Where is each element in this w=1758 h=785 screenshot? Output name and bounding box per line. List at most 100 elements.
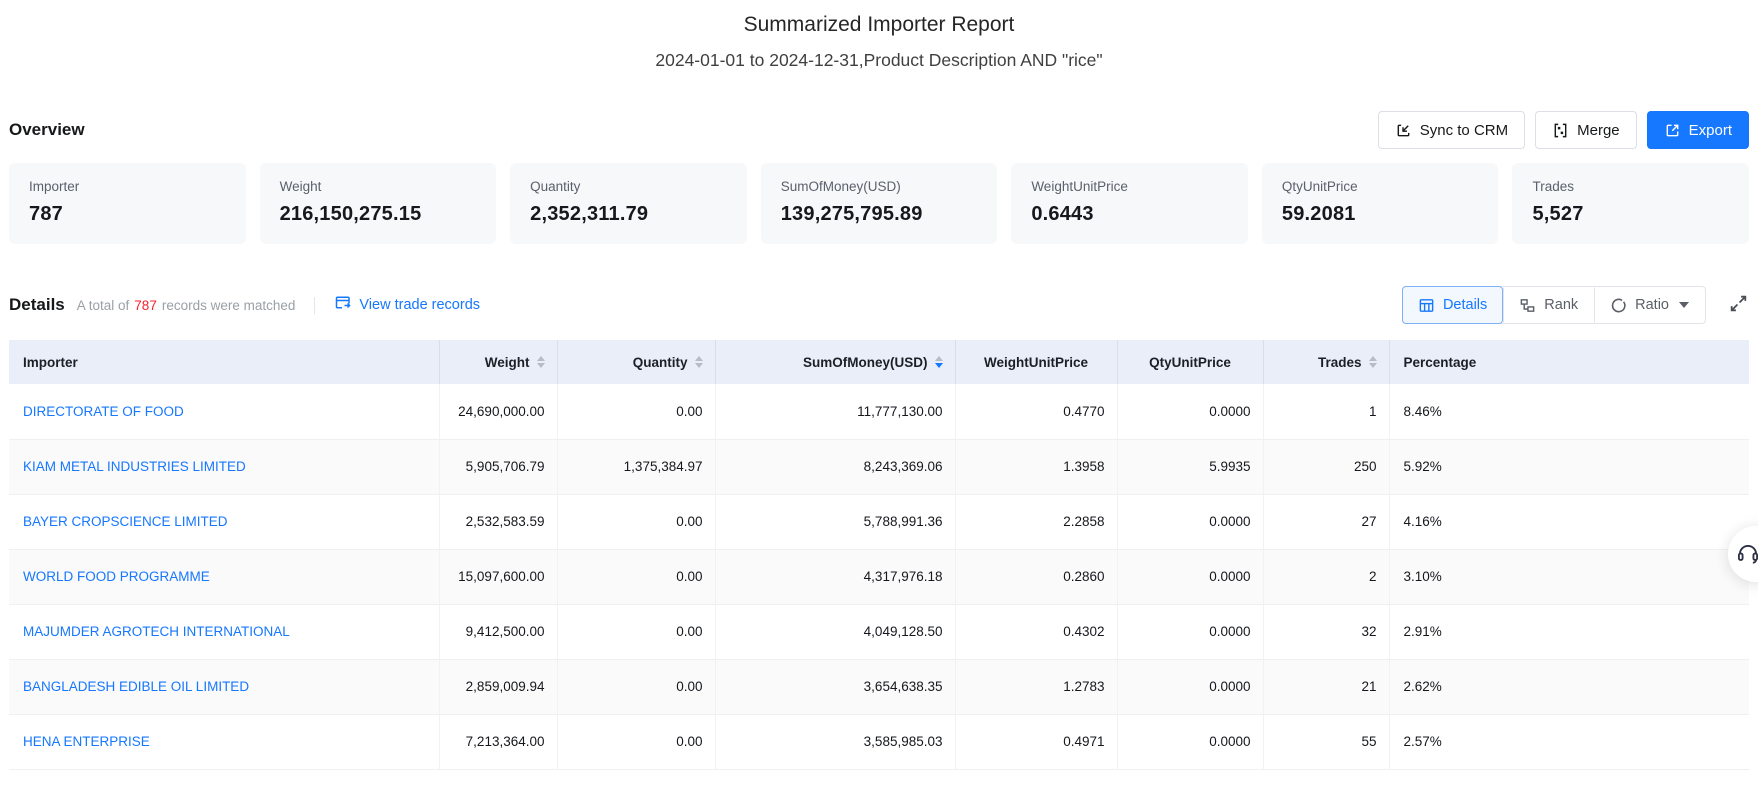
importer-cell: KIAM METAL INDUSTRIES LIMITED <box>9 439 439 494</box>
importer-link[interactable]: BANGLADESH EDIBLE OIL LIMITED <box>23 679 249 694</box>
view-trade-records-label: View trade records <box>359 297 480 313</box>
table-row: DIRECTORATE OF FOOD24,690,000.000.0011,7… <box>9 384 1749 439</box>
tab-rank[interactable]: Rank <box>1503 287 1594 323</box>
overview-toolbar: Overview Sync to CRM Merge Export <box>9 111 1749 149</box>
quantity-cell: 0.00 <box>557 604 715 659</box>
stat-card-value: 2,352,311.79 <box>530 203 727 226</box>
qty-unit-price-cell: 0.0000 <box>1117 714 1263 769</box>
column-header-importer: Importer <box>9 340 439 384</box>
column-label: QtyUnitPrice <box>1149 355 1231 370</box>
table-row: BANGLADESH EDIBLE OIL LIMITED2,859,009.9… <box>9 659 1749 714</box>
weight-cell: 2,532,583.59 <box>439 494 557 549</box>
sync-to-crm-button[interactable]: Sync to CRM <box>1378 111 1525 149</box>
sum-of-money-cell: 8,243,369.06 <box>715 439 955 494</box>
sum-of-money-cell: 3,654,638.35 <box>715 659 955 714</box>
export-icon <box>1664 122 1681 139</box>
stat-card-value: 787 <box>29 203 226 226</box>
table-header-row: Importer Weight Quantity SumOfMoney(USD) Wei… <box>9 340 1749 384</box>
importer-link[interactable]: KIAM METAL INDUSTRIES LIMITED <box>23 459 246 474</box>
tab-ratio[interactable]: Ratio <box>1594 287 1705 323</box>
column-label: WeightUnitPrice <box>984 355 1088 370</box>
sum-of-money-cell: 4,049,128.50 <box>715 604 955 659</box>
importer-link[interactable]: MAJUMDER AGROTECH INTERNATIONAL <box>23 624 290 639</box>
column-header-percentage: Percentage <box>1389 340 1749 384</box>
stat-card-label: Importer <box>29 179 226 194</box>
column-label: Weight <box>485 355 530 370</box>
trades-cell: 2 <box>1263 549 1389 604</box>
column-label: SumOfMoney(USD) <box>803 355 928 370</box>
sum-of-money-cell: 11,777,130.00 <box>715 384 955 439</box>
quantity-cell: 0.00 <box>557 659 715 714</box>
table-row: MAJUMDER AGROTECH INTERNATIONAL9,412,500… <box>9 604 1749 659</box>
trades-cell: 250 <box>1263 439 1389 494</box>
stat-card-value: 0.6443 <box>1031 203 1228 226</box>
importer-link[interactable]: WORLD FOOD PROGRAMME <box>23 569 210 584</box>
importer-cell: BAYER CROPSCIENCE LIMITED <box>9 494 439 549</box>
stat-card-label: SumOfMoney(USD) <box>781 179 978 194</box>
merge-icon <box>1552 122 1569 139</box>
trade-records-icon <box>334 294 352 316</box>
weight-cell: 7,213,364.00 <box>439 714 557 769</box>
export-button[interactable]: Export <box>1647 111 1749 149</box>
overview-heading: Overview <box>9 120 85 140</box>
headset-icon <box>1735 540 1758 569</box>
export-label: Export <box>1689 122 1732 139</box>
column-header-quantity[interactable]: Quantity <box>557 340 715 384</box>
stat-card-value: 139,275,795.89 <box>781 203 978 226</box>
percentage-cell: 3.10% <box>1389 549 1749 604</box>
sync-to-crm-label: Sync to CRM <box>1420 122 1508 139</box>
stat-card-label: Trades <box>1532 179 1729 194</box>
trades-cell: 21 <box>1263 659 1389 714</box>
column-header-weight[interactable]: Weight <box>439 340 557 384</box>
page-title: Summarized Importer Report <box>9 13 1749 37</box>
column-label: Importer <box>23 355 78 370</box>
weight-cell: 5,905,706.79 <box>439 439 557 494</box>
column-header-sumofmoney-usd[interactable]: SumOfMoney(USD) <box>715 340 955 384</box>
rank-icon <box>1519 297 1536 314</box>
importer-link[interactable]: DIRECTORATE OF FOOD <box>23 404 184 419</box>
tab-details-label: Details <box>1443 297 1487 313</box>
column-header-trades[interactable]: Trades <box>1263 340 1389 384</box>
details-toolbar-right: Details Rank Ratio <box>1402 286 1749 324</box>
importer-cell: MAJUMDER AGROTECH INTERNATIONAL <box>9 604 439 659</box>
page-subtitle: 2024-01-01 to 2024-12-31,Product Descrip… <box>9 50 1749 71</box>
sort-carets-icon <box>695 356 703 369</box>
stat-card-label: QtyUnitPrice <box>1282 179 1479 194</box>
sort-carets-icon <box>935 356 943 369</box>
percentage-cell: 4.16% <box>1389 494 1749 549</box>
qty-unit-price-cell: 0.0000 <box>1117 659 1263 714</box>
trades-cell: 27 <box>1263 494 1389 549</box>
table-row: WORLD FOOD PROGRAMME15,097,600.000.004,3… <box>9 549 1749 604</box>
stat-card-value: 5,527 <box>1532 203 1729 226</box>
importer-cell: WORLD FOOD PROGRAMME <box>9 549 439 604</box>
importer-link[interactable]: BAYER CROPSCIENCE LIMITED <box>23 514 228 529</box>
quantity-cell: 0.00 <box>557 384 715 439</box>
stat-card-value: 216,150,275.15 <box>280 203 477 226</box>
column-header-weightunitprice: WeightUnitPrice <box>955 340 1117 384</box>
fullscreen-button[interactable] <box>1728 293 1749 317</box>
sum-of-money-cell: 4,317,976.18 <box>715 549 955 604</box>
sync-icon <box>1395 122 1412 139</box>
records-matched-prefix: A total of <box>77 298 130 313</box>
quantity-cell: 1,375,384.97 <box>557 439 715 494</box>
vertical-divider <box>314 297 315 314</box>
stat-card-label: WeightUnitPrice <box>1031 179 1228 194</box>
qty-unit-price-cell: 0.0000 <box>1117 549 1263 604</box>
weight-unit-price-cell: 1.2783 <box>955 659 1117 714</box>
view-trade-records-link[interactable]: View trade records <box>334 294 480 316</box>
weight-unit-price-cell: 2.2858 <box>955 494 1117 549</box>
fullscreen-expand-icon <box>1728 293 1749 317</box>
tab-details[interactable]: Details <box>1402 286 1503 324</box>
ratio-caret-down-icon <box>1679 302 1689 308</box>
view-mode-switcher: Details Rank Ratio <box>1402 286 1706 324</box>
qty-unit-price-cell: 0.0000 <box>1117 494 1263 549</box>
importer-link[interactable]: HENA ENTERPRISE <box>23 734 150 749</box>
percentage-cell: 2.57% <box>1389 714 1749 769</box>
merge-button[interactable]: Merge <box>1535 111 1637 149</box>
trades-cell: 32 <box>1263 604 1389 659</box>
table-body: DIRECTORATE OF FOOD24,690,000.000.0011,7… <box>9 384 1749 769</box>
weight-unit-price-cell: 0.4971 <box>955 714 1117 769</box>
importer-cell: HENA ENTERPRISE <box>9 714 439 769</box>
column-header-qtyunitprice: QtyUnitPrice <box>1117 340 1263 384</box>
quantity-cell: 0.00 <box>557 494 715 549</box>
